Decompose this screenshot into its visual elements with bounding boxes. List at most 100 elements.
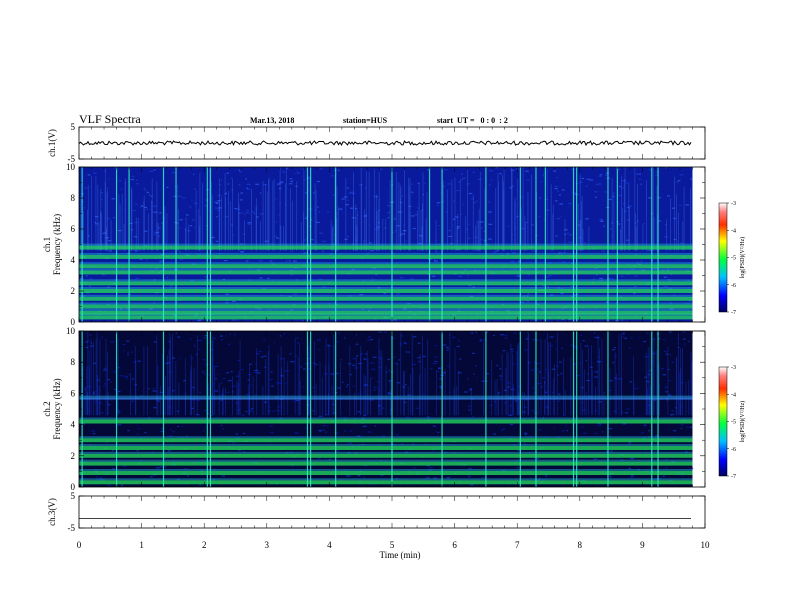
spectrogram-speckle [401, 233, 406, 235]
spectrogram-speckle [537, 383, 541, 385]
spectrogram-speckle [483, 239, 486, 241]
spectrogram-speckle [328, 458, 332, 460]
spectrogram-speckle [655, 435, 658, 437]
spectrogram-speckle [239, 355, 241, 357]
spectrogram-speckle [171, 357, 176, 359]
spectrogram-speckle [100, 192, 103, 194]
spectrogram-speckle [184, 228, 187, 230]
spectrogram-speckle [438, 225, 440, 227]
spectrogram-speckle [165, 466, 167, 468]
spectrogram-speckle [204, 276, 207, 278]
spectrogram-speckle [513, 388, 515, 391]
spectrogram-speckle [449, 334, 451, 336]
spectrogram-speckle [178, 251, 181, 253]
x-tick-label: 6 [452, 540, 457, 550]
spectrogram-speckle [255, 363, 257, 365]
spectrogram-speckle [399, 343, 402, 345]
spectrogram-speckle [676, 181, 679, 183]
spectrogram-speckle [114, 167, 117, 169]
spectrogram-speckle [503, 389, 507, 391]
spectrogram-speckle [467, 275, 469, 277]
spectrogram-speckle [468, 405, 471, 407]
spectrogram-speckle [376, 226, 381, 228]
spectrogram-band [79, 281, 693, 286]
spectrogram-speckle [119, 375, 124, 377]
spectrogram-speckle [94, 401, 97, 403]
spectrogram-speckle [146, 191, 150, 193]
spectrogram-speckle [167, 276, 169, 279]
spectrogram-speckle [93, 362, 97, 364]
spectrogram-speckle [483, 339, 488, 341]
spectrogram-speckle [133, 236, 138, 238]
spectrogram-speckle [681, 474, 684, 476]
spectrogram-speckle [346, 187, 349, 189]
spectrogram-speckle [282, 171, 285, 173]
spectrogram-speckle [132, 210, 136, 212]
spectrogram-speckle [246, 393, 248, 396]
spectrogram-band-halo [79, 294, 693, 297]
spectrogram-speckle [191, 407, 194, 409]
spectrogram-band-halo [79, 459, 693, 462]
spectrogram-speckle [246, 187, 248, 189]
spectrogram-speckle [127, 373, 130, 376]
spectrogram-speckle [87, 174, 91, 176]
spectrogram-speckle [538, 370, 541, 372]
ch3-waveform-panel: 5 -5 ch.3(V) [47, 491, 706, 533]
spectrogram-speckle [253, 212, 255, 215]
spectrogram-speckle [669, 354, 671, 356]
spectrogram-speckle [220, 424, 223, 427]
spectrogram-speckle [131, 378, 134, 380]
spectrogram-speckle [246, 210, 249, 212]
spectrogram-speckle [408, 205, 412, 207]
spectrogram-speckle [386, 371, 388, 373]
spectrogram-speckle [581, 426, 584, 428]
colorbars: -3 -4 -5 -6 -7 log(PSD)(V²/Hz) -3 -4 -5 -6 -7 log(P… [718, 201, 746, 480]
spectrogram-speckle [418, 235, 423, 237]
spectrogram-speckle [636, 220, 639, 222]
spectrogram-speckle [232, 442, 235, 444]
spectrogram-speckle [554, 186, 558, 188]
spectrogram-speckle [347, 384, 349, 386]
spectrogram-speckle [690, 178, 693, 180]
spectrogram-speckle [668, 428, 670, 430]
spectrogram-speckle [627, 207, 630, 209]
spectrogram-speckle [217, 209, 221, 211]
spectrogram-speckle [379, 209, 381, 211]
spectrogram-speckle [402, 386, 405, 388]
spectrogram-speckle [512, 363, 515, 365]
spectrogram-speckle [527, 293, 529, 295]
spectrogram-speckle [528, 274, 530, 276]
spectrogram-speckle [622, 180, 627, 182]
spectrogram-speckle [344, 238, 348, 240]
spectrogram-speckle [435, 251, 438, 253]
spectrogram-speckle [593, 336, 598, 338]
spectrogram-speckle [232, 300, 236, 302]
spectrogram-speckle [362, 425, 367, 427]
spectrogram-speckle [132, 361, 136, 363]
spectrogram-speckle [258, 260, 263, 262]
spectrogram-speckle [176, 410, 179, 412]
spectrogram-speckle [671, 410, 675, 412]
spectrogram-speckle [218, 207, 222, 209]
spectrogram-speckle [234, 208, 238, 210]
spectrogram-speckle [129, 250, 132, 252]
spectrogram-speckle [629, 381, 633, 383]
spectrogram-speckle [594, 371, 599, 373]
spectrogram-speckle [461, 178, 463, 181]
spectrogram-speckle [625, 182, 630, 184]
spectrogram-speckle [369, 399, 374, 401]
spectrogram-speckle [401, 335, 403, 337]
spectrogram-speckle [345, 204, 349, 206]
spectrogram-speckle [146, 208, 149, 210]
spectrogram-speckle [664, 224, 667, 226]
spectrogram-speckle [296, 342, 300, 344]
spectrogram-speckle [468, 409, 471, 411]
spectrogram-spikes [81, 331, 659, 487]
spectrogram-speckle [336, 341, 339, 343]
spectrogram-speckle [221, 195, 223, 197]
spectrogram-speckle [685, 204, 690, 206]
spectrogram-speckle [149, 194, 151, 196]
spectrogram-speckle [243, 213, 246, 215]
spectrogram-speckle [573, 192, 577, 194]
spectrogram-speckle [603, 225, 605, 227]
